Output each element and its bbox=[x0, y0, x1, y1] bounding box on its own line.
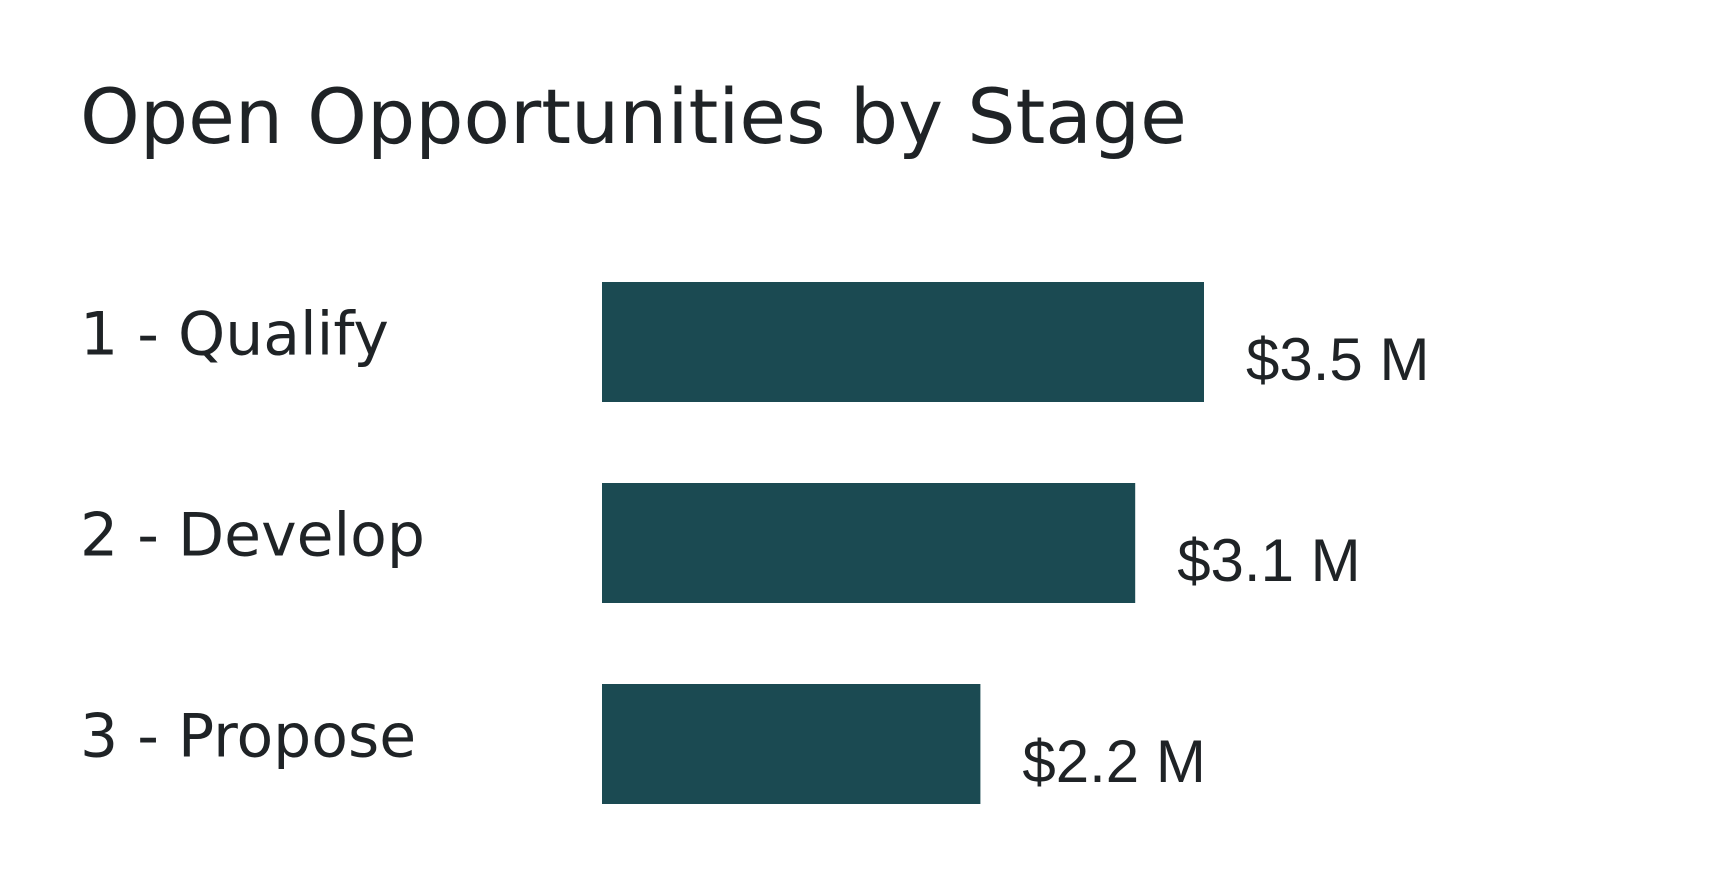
value-label: $3.1 M bbox=[1177, 527, 1360, 594]
category-label: 1 - Qualify bbox=[80, 300, 389, 370]
bar bbox=[602, 282, 1204, 402]
chart-title: Open Opportunities by Stage bbox=[80, 72, 1187, 161]
bar bbox=[602, 684, 981, 804]
value-label: $3.5 M bbox=[1246, 326, 1429, 393]
category-label: 2 - Develop bbox=[80, 501, 425, 571]
category-label: 3 - Propose bbox=[80, 702, 416, 772]
value-label: $2.2 M bbox=[1022, 728, 1205, 795]
bar bbox=[602, 483, 1136, 603]
